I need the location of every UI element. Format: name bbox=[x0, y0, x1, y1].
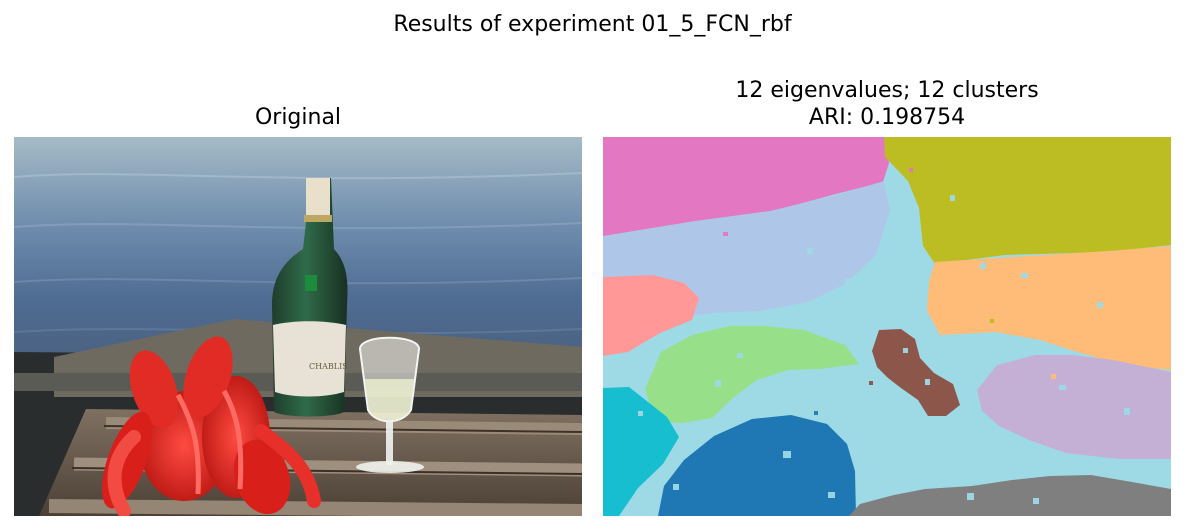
svg-text:CHABLIS: CHABLIS bbox=[309, 362, 348, 371]
left-panel-title: Original bbox=[254, 105, 342, 130]
cluster-region-pink bbox=[603, 137, 889, 238]
right-panel-title-line-2: ARI: 0.198754 bbox=[808, 105, 966, 130]
right-panel-title-line-1: 12 eigenvalues; 12 clusters bbox=[735, 78, 1039, 103]
cluster-region-olive bbox=[884, 137, 1171, 264]
cluster-region-cyan bbox=[603, 387, 679, 516]
cluster-segmentation-map bbox=[603, 137, 1171, 516]
cluster-region-salmon bbox=[603, 275, 699, 356]
cluster-region-green bbox=[645, 326, 859, 423]
figure-suptitle: Results of experiment 01_5_FCN_rbf bbox=[393, 12, 792, 37]
cluster-region-gray bbox=[849, 475, 1171, 516]
cluster-map-panel bbox=[603, 137, 1171, 516]
cluster-region-brown bbox=[872, 329, 960, 416]
wine-bottle: CHABLIS bbox=[272, 178, 348, 417]
original-photo: CHABLIS bbox=[14, 137, 582, 516]
cluster-region-lavender bbox=[977, 355, 1171, 459]
right-panel-title: 12 eigenvalues; 12 clusters ARI: 0.19875… bbox=[603, 77, 1171, 131]
lobsters bbox=[102, 336, 321, 516]
cluster-noise bbox=[627, 168, 1130, 504]
wine-glass bbox=[356, 336, 424, 473]
cluster-region-orange bbox=[927, 246, 1171, 370]
cluster-region-blue bbox=[658, 415, 856, 516]
original-image-panel: CHABLIS bbox=[14, 137, 582, 516]
